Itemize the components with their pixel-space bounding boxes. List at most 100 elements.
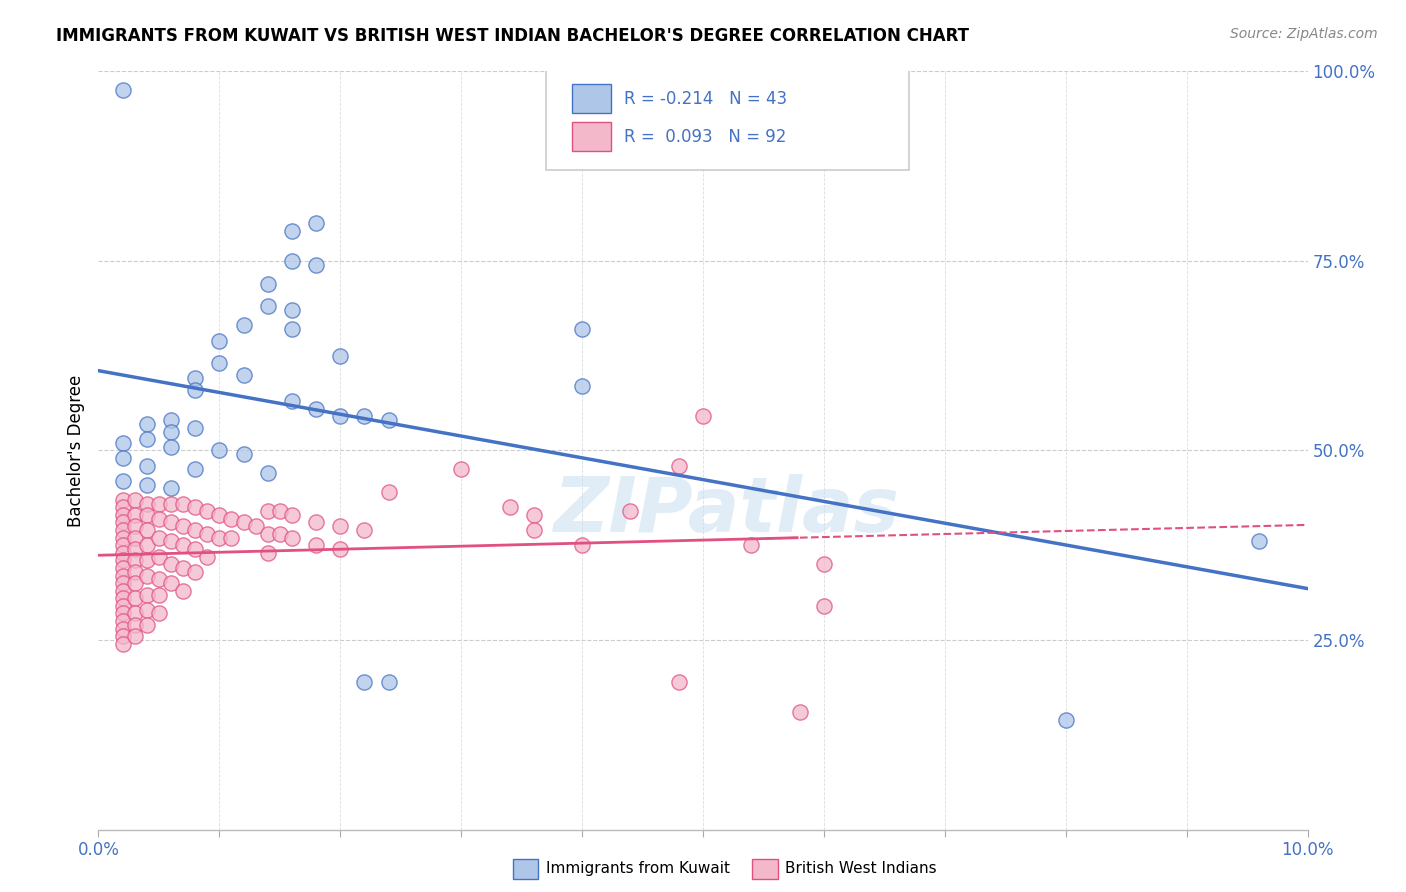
Point <box>195 504 218 518</box>
Point <box>377 413 399 427</box>
Point <box>329 542 352 557</box>
Point <box>184 383 207 397</box>
Point <box>184 500 207 515</box>
Point <box>111 546 134 560</box>
Text: R =  0.093   N = 92: R = 0.093 N = 92 <box>624 128 787 145</box>
Point <box>135 432 157 446</box>
Point <box>148 512 170 526</box>
Point <box>668 458 690 473</box>
Point <box>111 451 134 466</box>
Point <box>281 394 304 409</box>
Point <box>160 482 183 496</box>
Point <box>124 531 146 545</box>
Point <box>813 599 835 613</box>
Point <box>353 409 375 424</box>
Y-axis label: Bachelor's Degree: Bachelor's Degree <box>66 375 84 526</box>
Point <box>135 417 157 431</box>
Point <box>256 300 278 314</box>
Point <box>523 523 546 537</box>
Point <box>269 504 291 518</box>
Point <box>111 561 134 575</box>
Point <box>172 583 194 598</box>
Point <box>692 409 714 424</box>
Point <box>221 512 243 526</box>
Point <box>111 474 134 488</box>
Point <box>160 557 183 572</box>
Point <box>281 508 304 522</box>
Point <box>571 379 593 393</box>
Point <box>172 519 194 533</box>
Point <box>111 568 134 582</box>
Point <box>111 436 134 450</box>
Point <box>148 588 170 602</box>
Point <box>160 496 183 510</box>
Point <box>160 413 183 427</box>
Point <box>124 617 146 632</box>
Point <box>135 538 157 552</box>
Point <box>256 526 278 541</box>
Point <box>281 531 304 545</box>
Point <box>208 334 231 348</box>
Point <box>124 565 146 579</box>
Point <box>124 591 146 606</box>
Bar <box>572 122 612 151</box>
Point <box>111 576 134 591</box>
Point <box>256 546 278 560</box>
Point <box>256 467 278 481</box>
Point <box>329 409 352 424</box>
Point <box>184 421 207 435</box>
Point <box>172 538 194 552</box>
Point <box>148 607 170 621</box>
Point <box>195 549 218 564</box>
Point <box>111 629 134 643</box>
Point <box>1054 713 1077 727</box>
Point <box>256 504 278 518</box>
Point <box>160 516 183 530</box>
Point <box>135 458 157 473</box>
Point <box>111 516 134 530</box>
Point <box>111 500 134 515</box>
Point <box>160 440 183 454</box>
Point <box>124 629 146 643</box>
Point <box>281 223 304 237</box>
Point <box>184 565 207 579</box>
Point <box>160 576 183 591</box>
Point <box>135 523 157 537</box>
Point <box>232 318 254 333</box>
Point <box>135 588 157 602</box>
Point <box>148 573 170 587</box>
Point <box>232 516 254 530</box>
Point <box>221 531 243 545</box>
Point <box>111 508 134 522</box>
Point <box>305 401 328 416</box>
Text: IMMIGRANTS FROM KUWAIT VS BRITISH WEST INDIAN BACHELOR'S DEGREE CORRELATION CHAR: IMMIGRANTS FROM KUWAIT VS BRITISH WEST I… <box>56 27 969 45</box>
Text: ZIPatlas: ZIPatlas <box>554 475 900 548</box>
Point <box>498 500 520 515</box>
Point <box>111 637 134 651</box>
Point <box>111 607 134 621</box>
Point <box>124 553 146 567</box>
Point <box>135 496 157 510</box>
Point <box>305 538 328 552</box>
Point <box>135 603 157 617</box>
Point <box>305 516 328 530</box>
Point <box>111 583 134 598</box>
Point <box>111 83 134 97</box>
Point <box>377 485 399 500</box>
Point <box>172 561 194 575</box>
Point <box>124 508 146 522</box>
Text: R = -0.214   N = 43: R = -0.214 N = 43 <box>624 90 787 108</box>
Point <box>111 591 134 606</box>
Point <box>232 447 254 461</box>
Point <box>148 531 170 545</box>
Point <box>269 526 291 541</box>
Point <box>305 216 328 230</box>
Point <box>256 277 278 291</box>
Point <box>813 557 835 572</box>
Point <box>208 508 231 522</box>
Point <box>111 553 134 567</box>
Point <box>111 538 134 552</box>
Text: British West Indians: British West Indians <box>785 862 936 876</box>
Point <box>1249 534 1271 549</box>
Point <box>124 492 146 507</box>
